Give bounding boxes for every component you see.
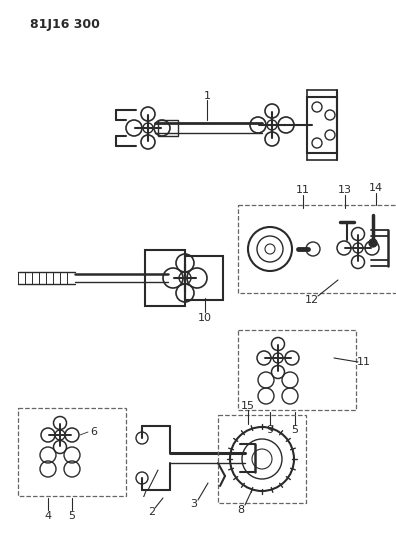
Text: 13: 13 (338, 185, 352, 195)
Circle shape (369, 239, 377, 247)
Text: 3: 3 (190, 499, 198, 509)
Text: 7: 7 (141, 489, 148, 499)
Text: 11: 11 (357, 357, 371, 367)
Bar (238, 205, 396, 293)
Bar (307, 97, 337, 153)
Text: 4: 4 (44, 511, 51, 521)
Text: 5: 5 (69, 511, 76, 521)
Text: 10: 10 (198, 313, 212, 323)
Text: 5: 5 (291, 425, 299, 435)
Text: 9: 9 (267, 425, 274, 435)
Text: 15: 15 (241, 401, 255, 411)
Text: 6: 6 (91, 427, 97, 437)
Bar (185, 256, 223, 300)
Text: 12: 12 (305, 295, 319, 305)
Text: 14: 14 (369, 183, 383, 193)
Text: 1: 1 (204, 91, 211, 101)
Text: 11: 11 (296, 185, 310, 195)
Bar (158, 120, 178, 136)
Bar (238, 330, 356, 410)
Text: 2: 2 (148, 507, 156, 517)
Text: 81J16 300: 81J16 300 (30, 18, 100, 31)
Text: 8: 8 (238, 505, 245, 515)
Bar (145, 250, 185, 306)
Bar (218, 415, 306, 503)
Bar (18, 408, 126, 496)
